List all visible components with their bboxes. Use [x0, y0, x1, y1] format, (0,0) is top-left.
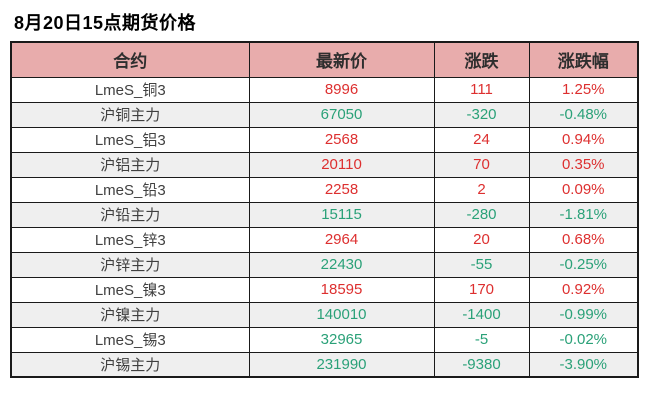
- cell-change-pct: 0.68%: [528, 226, 639, 253]
- cell-change-pct: -0.99%: [528, 301, 639, 328]
- cell-change: 20: [433, 226, 530, 253]
- cell-contract: LmeS_锌3: [10, 226, 250, 253]
- cell-last-price: 140010: [248, 301, 435, 328]
- cell-change: 2: [433, 176, 530, 203]
- cell-change: -5: [433, 326, 530, 353]
- cell-change: 170: [433, 276, 530, 303]
- cell-contract: LmeS_铜3: [10, 76, 250, 103]
- cell-change-pct: -3.90%: [528, 351, 639, 378]
- cell-change: -280: [433, 201, 530, 228]
- cell-last-price: 2568: [248, 126, 435, 153]
- cell-last-price: 2964: [248, 226, 435, 253]
- cell-change-pct: 0.09%: [528, 176, 639, 203]
- cell-change: 70: [433, 151, 530, 178]
- cell-last-price: 15115: [248, 201, 435, 228]
- cell-contract: 沪锌主力: [10, 251, 250, 278]
- cell-change: -55: [433, 251, 530, 278]
- cell-contract: LmeS_铝3: [10, 126, 250, 153]
- cell-last-price: 231990: [248, 351, 435, 378]
- cell-last-price: 18595: [248, 276, 435, 303]
- cell-contract: 沪铜主力: [10, 101, 250, 128]
- futures-table-body: LmeS_铜3 8996 111 1.25% 沪铜主力 67050 -320 -0.48% Lm…: [10, 76, 639, 378]
- table-row: 沪锡主力 231990 -9380 -3.90%: [10, 351, 639, 378]
- cell-change-pct: 1.25%: [528, 76, 639, 103]
- column-header-contract: 合约: [10, 41, 250, 78]
- cell-last-price: 2258: [248, 176, 435, 203]
- column-header-change-pct: 涨跌幅: [528, 41, 639, 78]
- cell-change-pct: 0.35%: [528, 151, 639, 178]
- cell-contract: 沪铅主力: [10, 201, 250, 228]
- table-row: 沪铅主力 15115 -280 -1.81%: [10, 201, 639, 228]
- cell-change-pct: 0.94%: [528, 126, 639, 153]
- cell-contract: LmeS_镍3: [10, 276, 250, 303]
- cell-change-pct: -1.81%: [528, 201, 639, 228]
- cell-change: 111: [433, 76, 530, 103]
- table-row: LmeS_锡3 32965 -5 -0.02%: [10, 326, 639, 353]
- futures-price-table: 合约 最新价 涨跌 涨跌幅 LmeS_铜3 8996 111 1.25% 沪铜主力 670…: [10, 41, 639, 378]
- table-row: 沪铝主力 20110 70 0.35%: [10, 151, 639, 178]
- cell-last-price: 32965: [248, 326, 435, 353]
- column-header-change: 涨跌: [433, 41, 530, 78]
- table-row: LmeS_镍3 18595 170 0.92%: [10, 276, 639, 303]
- cell-contract: 沪铝主力: [10, 151, 250, 178]
- cell-last-price: 22430: [248, 251, 435, 278]
- cell-change-pct: -0.48%: [528, 101, 639, 128]
- table-row: 沪铜主力 67050 -320 -0.48%: [10, 101, 639, 128]
- cell-change-pct: -0.02%: [528, 326, 639, 353]
- cell-contract: LmeS_锡3: [10, 326, 250, 353]
- cell-last-price: 67050: [248, 101, 435, 128]
- cell-last-price: 20110: [248, 151, 435, 178]
- cell-change: -320: [433, 101, 530, 128]
- cell-contract: 沪锡主力: [10, 351, 250, 378]
- page-title: 8月20日15点期货价格: [14, 13, 197, 33]
- header-row: 合约 最新价 涨跌 涨跌幅: [10, 41, 639, 78]
- table-row: LmeS_铅3 2258 2 0.09%: [10, 176, 639, 203]
- table-row: 沪镍主力 140010 -1400 -0.99%: [10, 301, 639, 328]
- cell-change-pct: 0.92%: [528, 276, 639, 303]
- cell-contract: 沪镍主力: [10, 301, 250, 328]
- table-row: LmeS_铝3 2568 24 0.94%: [10, 126, 639, 153]
- table-row: LmeS_锌3 2964 20 0.68%: [10, 226, 639, 253]
- cell-last-price: 8996: [248, 76, 435, 103]
- table-row: 沪锌主力 22430 -55 -0.25%: [10, 251, 639, 278]
- cell-change-pct: -0.25%: [528, 251, 639, 278]
- cell-change: 24: [433, 126, 530, 153]
- table-row: LmeS_铜3 8996 111 1.25%: [10, 76, 639, 103]
- cell-change: -9380: [433, 351, 530, 378]
- column-header-last-price: 最新价: [248, 41, 435, 78]
- cell-change: -1400: [433, 301, 530, 328]
- cell-contract: LmeS_铅3: [10, 176, 250, 203]
